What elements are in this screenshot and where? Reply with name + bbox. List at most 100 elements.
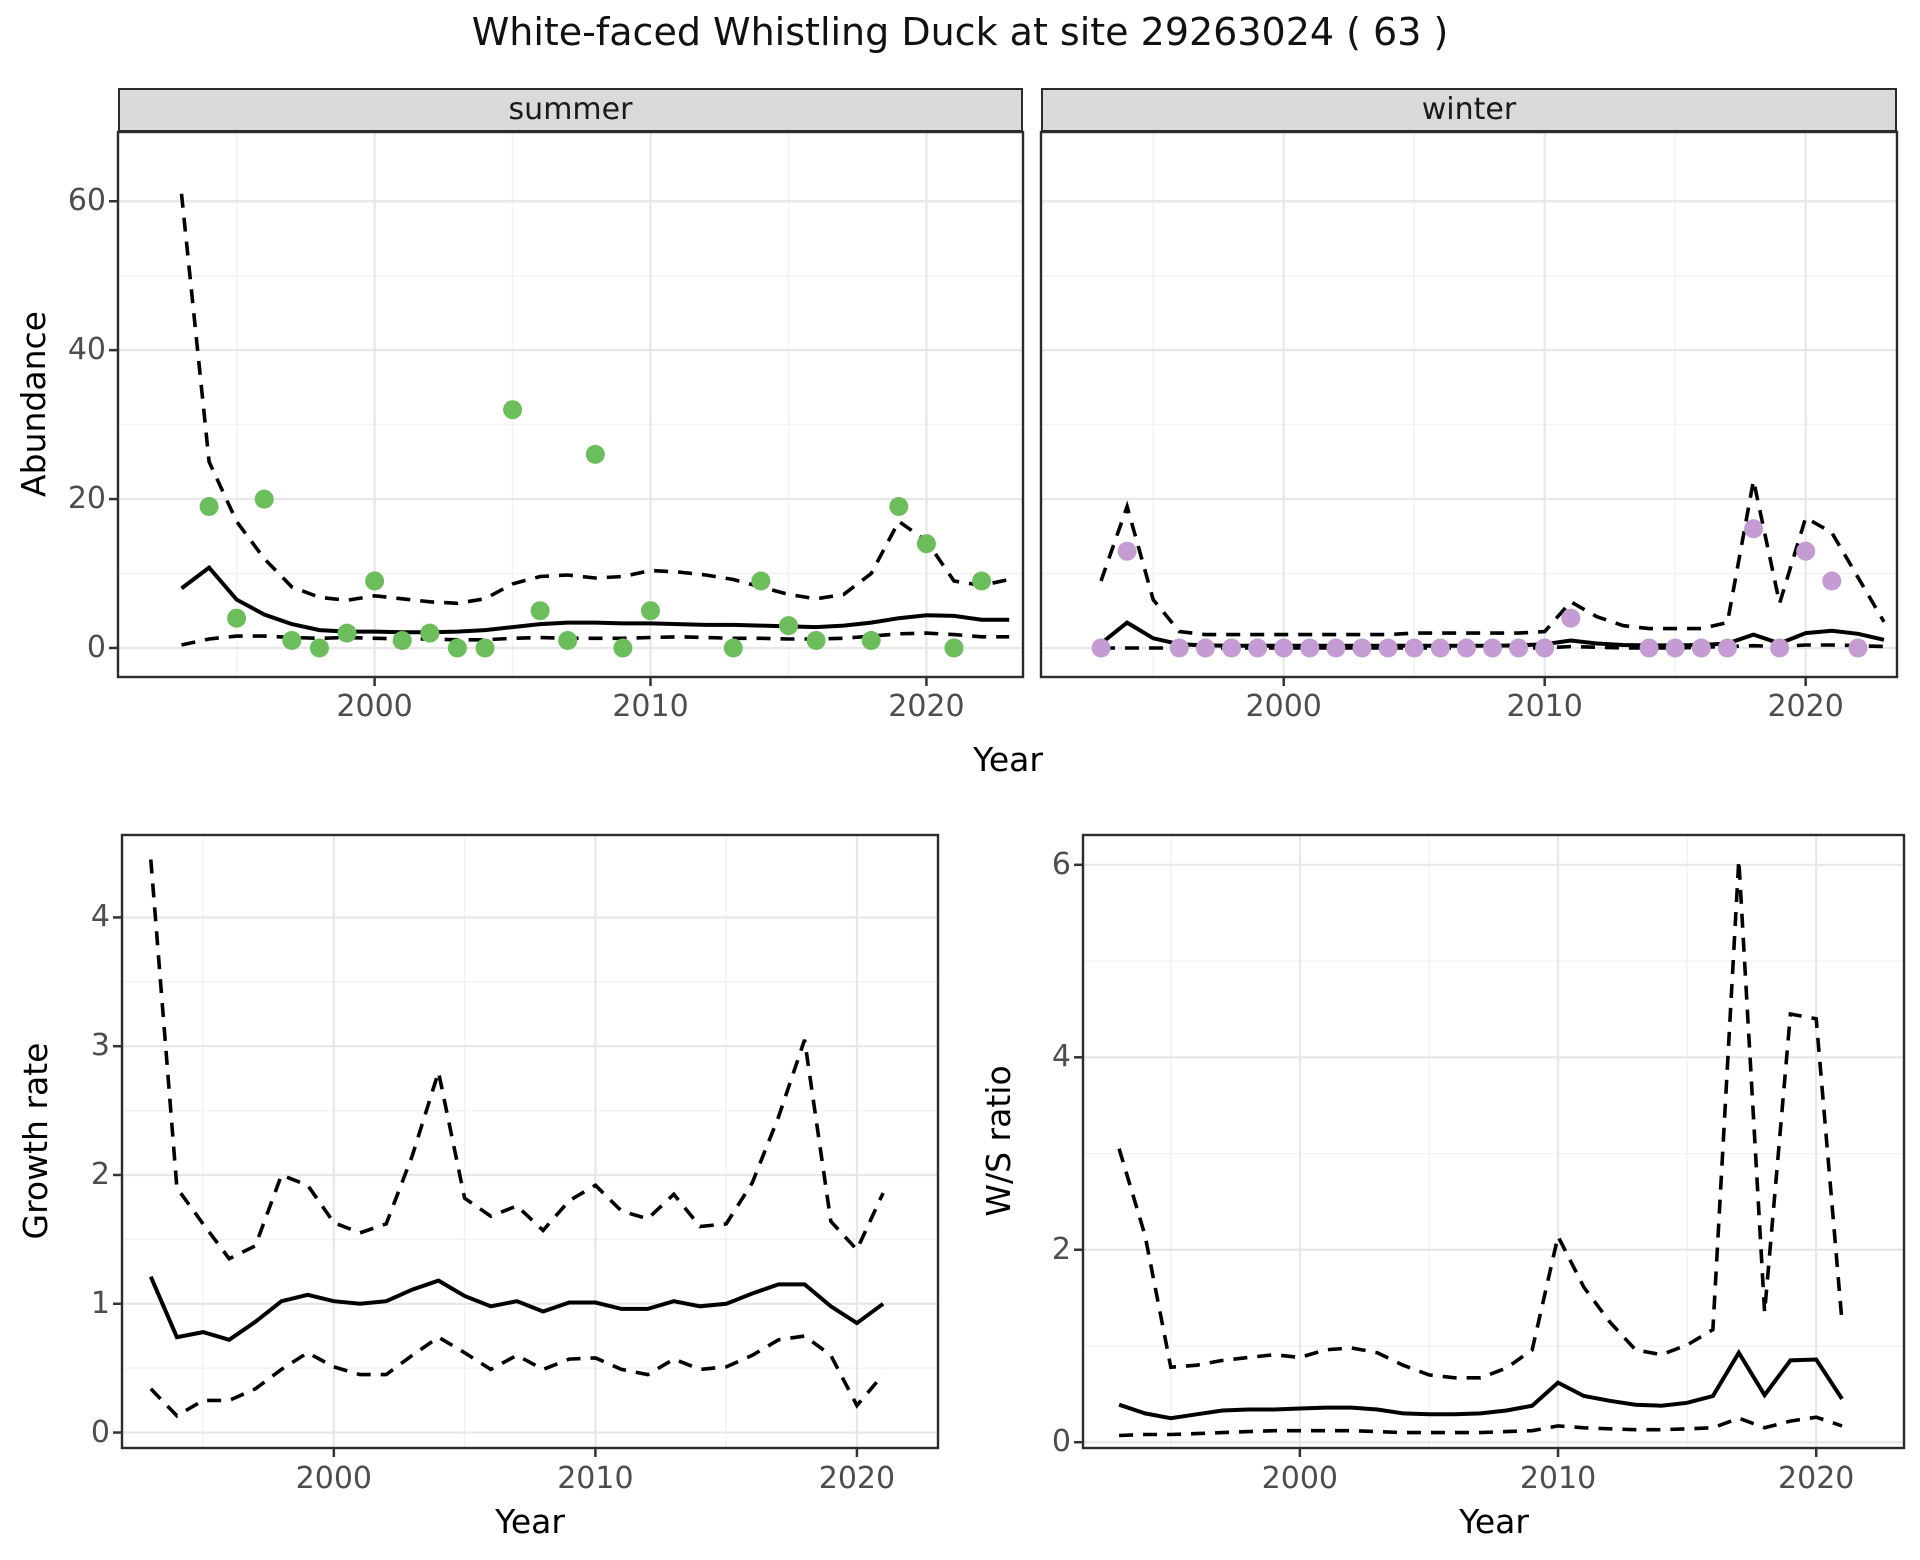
- growth-rate-x-tick-label: 2020: [818, 1461, 896, 1496]
- abundance-summer-panel: [109, 130, 1025, 686]
- facet-strip-winter: winter: [1041, 88, 1897, 132]
- abundance-summer-observed-point: [779, 616, 798, 636]
- abundance-winter-observed-point: [1717, 638, 1737, 658]
- facet-strip-summer: summer: [118, 88, 1023, 132]
- abundance-winter-observed-point: [1744, 519, 1763, 539]
- abundance-winter-observed-point: [1848, 638, 1868, 658]
- ws-ratio-upper-ci-line: [1117, 859, 1844, 1380]
- abundance-winter-observed-point: [1770, 638, 1790, 658]
- abundance-summer-y-tick-label: 0: [86, 629, 106, 665]
- abundance-summer-observed-point: [530, 601, 550, 621]
- facet-strip-summer-label: summer: [508, 92, 633, 127]
- abundance-winter-observed-point: [1430, 638, 1450, 658]
- ws-ratio-x-tick-label: 2000: [1261, 1461, 1339, 1496]
- growth-rate-y-tick-label: 1: [90, 1285, 110, 1321]
- abundance-winter-background: [1041, 132, 1897, 677]
- abundance-winter-observed-point: [1639, 638, 1659, 658]
- abundance-summer-observed-point: [475, 638, 495, 658]
- abundance-summer-observed-point: [889, 497, 909, 516]
- ws-ratio-y-tick-label: 2: [1051, 1231, 1071, 1267]
- abundance-summer-observed-point: [503, 400, 523, 420]
- growth-rate-x-tick-label: 2000: [295, 1461, 373, 1496]
- ws-ratio-x-axis-title: Year: [1459, 1502, 1529, 1541]
- abundance-winter-observed-point: [1352, 638, 1372, 658]
- abundance-winter-observed-point: [1796, 541, 1816, 561]
- ws-ratio-border: [1081, 833, 1906, 1450]
- abundance-winter-observed-point: [1248, 638, 1268, 658]
- ws-ratio-mean-line: [1118, 1348, 1844, 1421]
- abundance-summer-observed-point: [558, 631, 578, 650]
- growth-rate-mean-line: [148, 1275, 885, 1342]
- growth-rate-y-tick-label: 3: [90, 1028, 110, 1064]
- abundance-summer-y-tick-label: 20: [67, 481, 106, 517]
- abundance-summer-observed-point: [641, 601, 660, 621]
- abundance-summer-observed-point: [337, 623, 357, 643]
- growth-rate-y-tick-label: 2: [90, 1156, 110, 1192]
- abundance-summer-observed-point: [392, 631, 412, 650]
- abundance-summer-observed-point: [806, 631, 826, 650]
- abundance-winter-observed-point: [1456, 638, 1476, 658]
- growth-rate-lower-ci-line: [149, 1334, 885, 1419]
- abundance-summer-observed-point: [861, 631, 881, 650]
- abundance-summer-mean-line: [180, 564, 1010, 635]
- abundance-summer-observed-point: [227, 608, 247, 628]
- ws-ratio-y-tick-label: 0: [1051, 1424, 1071, 1460]
- abundance-winter-observed-point: [1169, 638, 1189, 658]
- abundance-summer-observed-point: [254, 489, 274, 509]
- growth-rate-y-axis-title: Growth rate: [16, 1042, 55, 1240]
- abundance-winter-observed-point: [1404, 638, 1424, 658]
- chart-title: White-faced Whistling Duck at site 29263…: [471, 10, 1449, 54]
- abundance-summer-lower-ci-line: [181, 631, 1010, 647]
- top-row-x-axis-title: Year: [973, 740, 1043, 779]
- abundance-summer-observed-point: [420, 623, 440, 643]
- growth-rate-y-tick-label: 4: [90, 899, 110, 935]
- abundance-summer-x-tick-label: 2010: [612, 689, 689, 724]
- growth-rate-y-tick-label: 0: [90, 1414, 110, 1450]
- abundance-winter-observed-point: [1222, 638, 1241, 658]
- abundance-winter-observed-point: [1691, 638, 1711, 658]
- abundance-winter-observed-point: [1561, 608, 1581, 628]
- ws-ratio-x-tick-label: 2010: [1519, 1461, 1597, 1496]
- abundance-summer-observed-point: [365, 571, 385, 591]
- ws-ratio-background: [1083, 835, 1904, 1448]
- abundance-summer-observed-point: [447, 638, 467, 658]
- abundance-winter-observed-point: [1665, 638, 1685, 658]
- growth-rate-panel: [113, 833, 940, 1457]
- abundance-summer-observed-point: [585, 444, 605, 464]
- abundance-winter-observed-point: [1822, 571, 1842, 591]
- abundance-summer-observed-point: [916, 534, 936, 554]
- growth-rate-upper-ci-line: [149, 859, 885, 1261]
- facet-strip-winter-label: winter: [1421, 92, 1517, 127]
- abundance-summer-upper-ci-line: [179, 193, 1010, 606]
- abundance-summer-observed-point: [199, 497, 219, 516]
- abundance-summer-x-tick-label: 2000: [336, 689, 413, 724]
- abundance-summer-x-tick-label: 2020: [888, 689, 965, 724]
- abundance-summer-y-tick-label: 60: [67, 183, 106, 219]
- abundance-summer-observed-point: [944, 638, 964, 658]
- abundance-winter-observed-point: [1509, 638, 1529, 658]
- abundance-winter-observed-point: [1326, 638, 1346, 658]
- abundance-summer-observed-point: [972, 571, 992, 591]
- abundance-winter-panel: [1039, 130, 1899, 686]
- abundance-winter-border: [1039, 130, 1899, 679]
- ws-ratio-lower-ci-line: [1119, 1415, 1843, 1438]
- ws-ratio-y-axis-title: W/S ratio: [979, 1065, 1018, 1217]
- ws-ratio-panel: [1074, 833, 1906, 1457]
- abundance-y-axis-title: Abundance: [14, 311, 53, 497]
- abundance-winter-observed-point: [1378, 638, 1398, 658]
- abundance-summer-observed-point: [282, 631, 302, 650]
- abundance-summer-observed-point: [723, 638, 743, 658]
- growth-rate-x-tick-label: 2010: [557, 1461, 634, 1496]
- abundance-summer-background: [118, 132, 1023, 677]
- abundance-winter-observed-point: [1274, 638, 1294, 658]
- growth-rate-border: [120, 833, 940, 1450]
- abundance-winter-observed-point: [1091, 638, 1111, 658]
- abundance-winter-observed-point: [1195, 638, 1215, 658]
- ws-ratio-y-tick-label: 6: [1051, 846, 1071, 882]
- abundance-summer-border: [116, 130, 1025, 679]
- growth-rate-x-axis-title: Year: [495, 1502, 565, 1541]
- abundance-winter-upper-ci-line: [1099, 480, 1886, 637]
- abundance-winter-observed-point: [1300, 638, 1320, 658]
- abundance-summer-y-tick-label: 40: [67, 332, 106, 368]
